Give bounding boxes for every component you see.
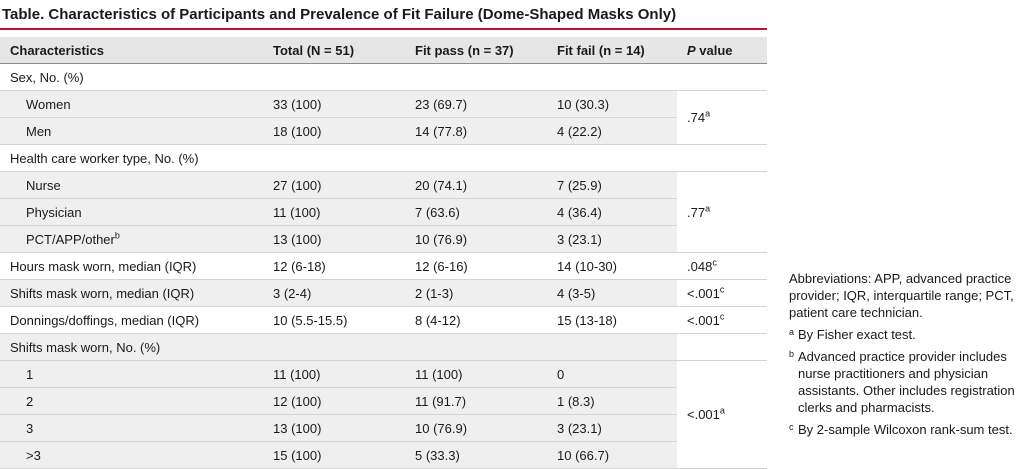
- table-row: Health care worker type, No. (%): [0, 144, 767, 172]
- row-label: 2: [0, 387, 263, 415]
- cell-pass: 8 (4-12): [405, 306, 547, 334]
- table-row: Donnings/doffings, median (IQR) 10 (5.5-…: [0, 306, 767, 334]
- cell-total: 3 (2-4): [263, 279, 405, 307]
- cell-fail: 15 (13-18): [547, 306, 677, 334]
- cell-total: 27 (100): [263, 171, 405, 199]
- cell-fail: 10 (66.7): [547, 441, 677, 469]
- table-row: Nurse 27 (100) 20 (74.1) 7 (25.9) .77a: [0, 171, 767, 253]
- cell-fail: 3 (23.1): [547, 225, 677, 253]
- cell-total: 12 (100): [263, 387, 405, 415]
- table-notes: Abbreviations: APP, advanced practice pr…: [789, 270, 1021, 443]
- cell-p-value: .048c: [677, 252, 767, 280]
- table-row: Men 18 (100) 14 (77.8) 4 (22.2): [0, 117, 767, 145]
- col-fit-fail: Fit fail (n = 14): [547, 37, 677, 64]
- section-label-sex: Sex, No. (%): [0, 63, 263, 91]
- cell-pass: 10 (76.9): [405, 225, 547, 253]
- row-label: Physician: [0, 198, 263, 226]
- table-row: Sex, No. (%): [0, 63, 767, 91]
- row-label: Shifts mask worn, median (IQR): [0, 279, 263, 307]
- cell-total: 11 (100): [263, 198, 405, 226]
- header-row: Characteristics Total (N = 51) Fit pass …: [0, 37, 767, 64]
- table-row: >3 15 (100) 5 (33.3) 10 (66.7): [0, 441, 767, 469]
- col-fit-pass: Fit pass (n = 37): [405, 37, 547, 64]
- cell-p-value: .74a: [677, 90, 767, 145]
- cell-p-value: .77a: [677, 171, 767, 253]
- col-characteristics: Characteristics: [0, 37, 263, 64]
- cell-fail: 4 (3-5): [547, 279, 677, 307]
- cell-p-value: <.001c: [677, 279, 767, 307]
- cell-total: 33 (100): [263, 90, 405, 118]
- table-row: Women 33 (100) 23 (69.7) 10 (30.3) .74a: [0, 90, 767, 145]
- table-row: 2 12 (100) 11 (91.7) 1 (8.3): [0, 387, 767, 415]
- cell-fail: 1 (8.3): [547, 387, 677, 415]
- table-row: PCT/APP/otherb 13 (100) 10 (76.9) 3 (23.…: [0, 225, 767, 253]
- cell-p-value: <.001a: [677, 360, 767, 469]
- table-row: Shifts mask worn, No. (%): [0, 333, 767, 361]
- cell-p-value: <.001c: [677, 306, 767, 334]
- cell-pass: 23 (69.7): [405, 90, 547, 118]
- cell-total: 13 (100): [263, 414, 405, 442]
- cell-pass: 10 (76.9): [405, 414, 547, 442]
- cell-pass: 11 (100): [405, 360, 547, 388]
- cell-total: 15 (100): [263, 441, 405, 469]
- footnote-b: b Advanced practice provider includes nur…: [789, 349, 1015, 415]
- row-label: Women: [0, 90, 263, 118]
- cell-fail: 3 (23.1): [547, 414, 677, 442]
- row-label: 3: [0, 414, 263, 442]
- table-row: Physician 11 (100) 7 (63.6) 4 (36.4): [0, 198, 767, 226]
- row-label: Nurse: [0, 171, 263, 199]
- table-row: Hours mask worn, median (IQR) 12 (6-18) …: [0, 252, 767, 280]
- abbreviations-note: Abbreviations: APP, advanced practice pr…: [789, 271, 1014, 320]
- table-row: 3 13 (100) 10 (76.9) 3 (23.1): [0, 414, 767, 442]
- row-label: Hours mask worn, median (IQR): [0, 252, 263, 280]
- cell-fail: 4 (36.4): [547, 198, 677, 226]
- cell-fail: 14 (10-30): [547, 252, 677, 280]
- cell-fail: 7 (25.9): [547, 171, 677, 199]
- cell-total: 12 (6-18): [263, 252, 405, 280]
- footnote-a: a By Fisher exact test.: [789, 327, 916, 342]
- row-label: PCT/APP/otherb: [0, 225, 263, 253]
- cell-total: 18 (100): [263, 117, 405, 145]
- table-row: Shifts mask worn, median (IQR) 3 (2-4) 2…: [0, 279, 767, 307]
- col-total: Total (N = 51): [263, 37, 405, 64]
- cell-fail: 10 (30.3): [547, 90, 677, 118]
- characteristics-table: Characteristics Total (N = 51) Fit pass …: [0, 37, 767, 469]
- cell-total: 10 (5.5-15.5): [263, 306, 405, 334]
- cell-pass: 14 (77.8): [405, 117, 547, 145]
- section-label-hcw: Health care worker type, No. (%): [0, 144, 263, 172]
- footnote-c: c By 2-sample Wilcoxon rank-sum test.: [789, 422, 1013, 437]
- title-rule: [0, 28, 767, 30]
- row-label: Donnings/doffings, median (IQR): [0, 306, 263, 334]
- cell-pass: 12 (6-16): [405, 252, 547, 280]
- row-label: >3: [0, 441, 263, 469]
- table-title: Table. Characteristics of Participants a…: [2, 6, 677, 23]
- row-label: Men: [0, 117, 263, 145]
- section-label-shifts: Shifts mask worn, No. (%): [0, 333, 263, 361]
- cell-total: 11 (100): [263, 360, 405, 388]
- cell-pass: 7 (63.6): [405, 198, 547, 226]
- cell-pass: 20 (74.1): [405, 171, 547, 199]
- cell-fail: 4 (22.2): [547, 117, 677, 145]
- table-row: 1 11 (100) 11 (100) 0 <.001a: [0, 360, 767, 469]
- cell-pass: 11 (91.7): [405, 387, 547, 415]
- row-label: 1: [0, 360, 263, 388]
- cell-fail: 0: [547, 360, 677, 388]
- col-p-value: P value: [677, 37, 767, 64]
- cell-pass: 2 (1-3): [405, 279, 547, 307]
- cell-pass: 5 (33.3): [405, 441, 547, 469]
- cell-total: 13 (100): [263, 225, 405, 253]
